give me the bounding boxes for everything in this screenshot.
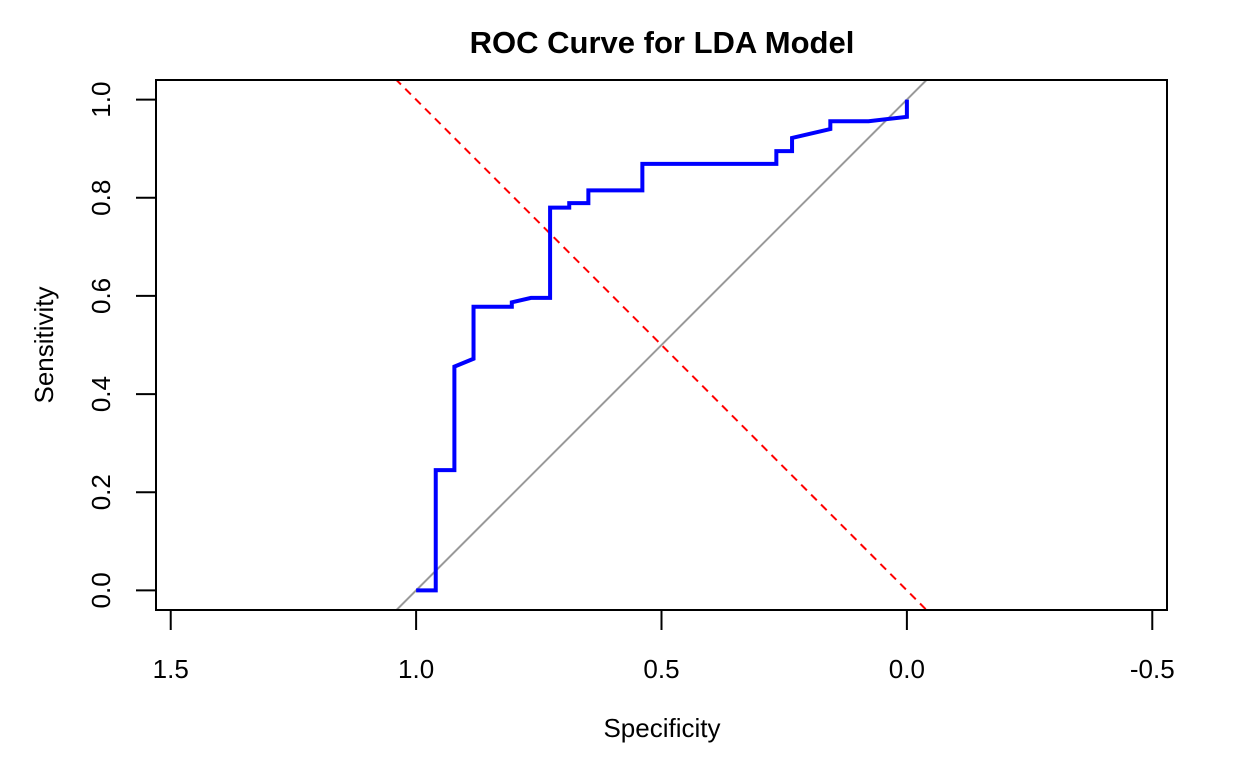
x-tick-label: 0.5	[643, 654, 679, 684]
dashed-anti-diagonal-line	[395, 80, 928, 610]
series-layer	[395, 80, 928, 610]
x-tick-label: 1.5	[153, 654, 189, 684]
y-tick-label: 0.6	[86, 278, 116, 314]
roc-curve-line	[416, 99, 909, 593]
y-tick-label: 0.4	[86, 376, 116, 412]
y-tick-label: 0.8	[86, 180, 116, 216]
x-axis: 1.5 1.0 0.5 0.0 -0.5	[153, 609, 1175, 684]
y-tick-label: 1.0	[86, 82, 116, 118]
y-axis-label: Sensitivity	[29, 286, 59, 403]
y-tick-label: 0.2	[86, 474, 116, 510]
chart-title: ROC Curve for LDA Model	[470, 25, 855, 60]
x-tick-label: 0.0	[889, 654, 925, 684]
y-axis: 0.0 0.2 0.4 0.6 0.8 1.0	[86, 82, 156, 608]
diagonal-reference-line	[395, 80, 928, 610]
y-tick-label: 0.0	[86, 572, 116, 608]
x-tick-label: -0.5	[1130, 654, 1175, 684]
x-tick-label: 1.0	[398, 654, 434, 684]
x-axis-label: Specificity	[603, 713, 720, 743]
